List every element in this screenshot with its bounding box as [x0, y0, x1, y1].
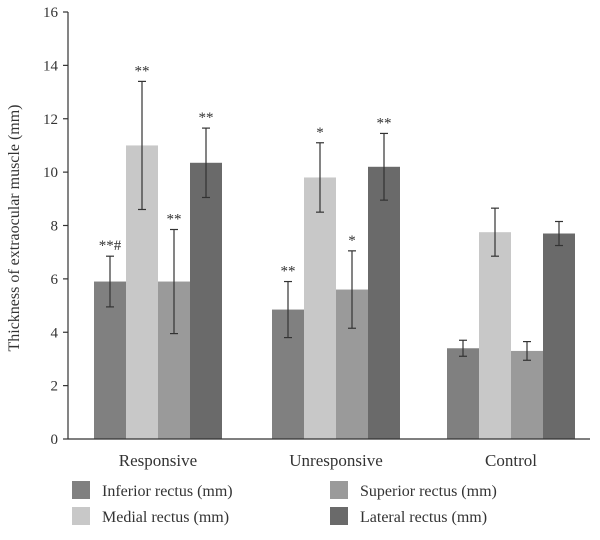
y-tick-label: 14 — [43, 58, 59, 74]
y-tick-label: 8 — [51, 219, 59, 235]
significance-label: ** — [167, 212, 182, 228]
y-tick-label: 2 — [51, 379, 59, 395]
plot-area: **#************ — [94, 63, 575, 440]
legend-swatch — [72, 507, 90, 525]
y-tick-label: 6 — [51, 272, 59, 288]
legend-label: Medial rectus (mm) — [102, 509, 229, 526]
significance-label: * — [348, 233, 356, 249]
legend-label: Lateral rectus (mm) — [360, 509, 487, 526]
bar — [368, 166, 400, 439]
bar — [447, 348, 479, 439]
y-tick-label: 12 — [43, 112, 58, 128]
legend-label: Inferior rectus (mm) — [102, 483, 233, 500]
bar — [543, 233, 575, 439]
y-tick-label: 10 — [43, 165, 58, 181]
significance-label: * — [316, 125, 324, 141]
y-tick-label: 4 — [51, 325, 59, 341]
significance-label: ** — [377, 115, 392, 131]
x-category-label: Responsive — [119, 451, 197, 470]
y-tick-label: 16 — [43, 5, 59, 21]
significance-label: ** — [199, 110, 214, 126]
legend-swatch — [72, 481, 90, 499]
legend: Inferior rectus (mm) Medial rectus (mm) Su… — [72, 481, 497, 526]
legend-swatch — [330, 481, 348, 499]
bar — [304, 177, 336, 439]
bar — [511, 350, 543, 439]
x-category-label: Unresponsive — [289, 451, 382, 470]
y-axis-label: Thickness of extraocular muscle (mm) — [6, 104, 23, 351]
bar — [94, 281, 126, 439]
axes: 0 2 4 6 8 10 12 14 16 Responsive Unresponsive Contr… — [43, 5, 590, 470]
y-tick-label: 0 — [51, 432, 59, 448]
bar — [190, 162, 222, 440]
bar — [479, 232, 511, 439]
legend-label: Superior rectus (mm) — [360, 483, 497, 500]
significance-label: **# — [99, 238, 122, 254]
significance-label: ** — [135, 63, 150, 79]
significance-label: ** — [281, 264, 296, 280]
x-category-label: Control — [485, 451, 537, 470]
legend-swatch — [330, 507, 348, 525]
